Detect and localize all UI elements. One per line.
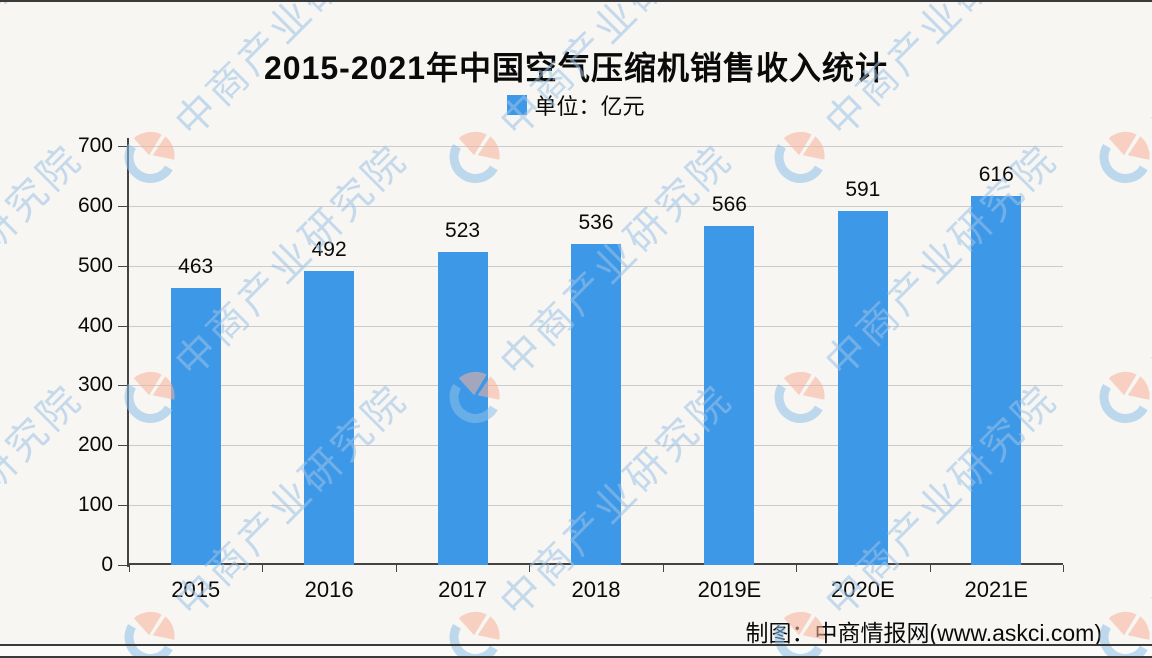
x-tick-mark-6 — [929, 565, 931, 572]
bar-2017 — [437, 252, 488, 565]
y-tick-label-400: 400 — [77, 313, 113, 337]
y-tick-mark-600 — [118, 205, 127, 207]
y-tick-label-500: 500 — [77, 253, 113, 277]
watermark-text: 中商产业研究院 — [1142, 136, 1152, 386]
watermark-text: 中商产业研究院 — [1142, 376, 1152, 626]
bar-2021E — [971, 196, 1022, 565]
askci-logo-icon — [1098, 371, 1152, 425]
x-category-label-2015: 2015 — [171, 577, 221, 602]
plot-area: 0 100 200 300 400 500 600 700 463 2015 492 2016 523 2… — [78, 134, 1064, 602]
credit-text: 制图：中商情报网(www.askci.com) — [745, 620, 1102, 646]
y-tick-label-700: 700 — [77, 134, 113, 157]
bar-value-label-2016: 492 — [311, 238, 347, 261]
bar-value-label-2020E: 591 — [845, 178, 881, 201]
x-tick-mark-2 — [395, 565, 397, 572]
y-tick-mark-700 — [118, 146, 127, 147]
x-tick-mark-5 — [796, 565, 798, 572]
x-category-label-2021E: 2021E — [964, 577, 1029, 602]
y-tick-mark-200 — [118, 445, 127, 447]
gridline-600 — [129, 205, 1063, 207]
y-axis-line — [127, 138, 129, 567]
y-tick-label-300: 300 — [77, 373, 113, 397]
bar-2018 — [571, 244, 621, 565]
x-category-label-2018: 2018 — [571, 577, 621, 602]
y-tick-mark-300 — [118, 385, 127, 387]
bar-2020E — [837, 211, 888, 565]
y-tick-mark-0 — [118, 565, 127, 566]
x-category-label-2016: 2016 — [304, 577, 354, 602]
chart-title: 2015-2021年中国空气压缩机销售收入统计 — [263, 50, 889, 87]
legend-swatch — [507, 95, 528, 115]
legend: 单位：亿元 — [0, 89, 1152, 121]
y-tick-label-200: 200 — [77, 433, 113, 457]
frame-border-bottom-edge — [0, 656, 1152, 658]
frame-bottom-strip — [0, 646, 1152, 656]
x-tick-mark-1 — [262, 565, 264, 572]
legend-label: 单位：亿元 — [534, 94, 645, 119]
y-tick-label-100: 100 — [77, 493, 113, 517]
frame-border-top — [0, 0, 1152, 2]
x-tick-mark-4 — [662, 565, 664, 572]
y-tick-label-0: 0 — [101, 553, 113, 576]
y-tick-mark-400 — [118, 325, 127, 327]
gridline-700 — [129, 146, 1063, 147]
bar-value-label-2017: 523 — [445, 219, 481, 242]
bar-2016 — [304, 271, 355, 565]
x-tick-mark-3 — [529, 565, 531, 572]
x-category-label-2019E: 2019E — [697, 577, 762, 602]
y-tick-mark-500 — [118, 265, 127, 267]
y-tick-mark-100 — [118, 505, 127, 507]
y-tick-label-600: 600 — [77, 193, 113, 217]
bar-value-label-2015: 463 — [178, 255, 214, 278]
bar-2019E — [704, 226, 755, 565]
bar-value-label-2021E: 616 — [978, 163, 1014, 186]
x-tick-mark-0 — [129, 565, 130, 572]
askci-logo-icon — [1098, 131, 1152, 185]
frame-border-bottom — [0, 644, 1152, 646]
x-tick-mark-7 — [1063, 565, 1064, 572]
x-category-label-2020E: 2020E — [831, 577, 895, 602]
bar-value-label-2019E: 566 — [711, 193, 747, 216]
bar-value-label-2018: 536 — [578, 211, 614, 234]
bar-2015 — [170, 288, 221, 565]
x-category-label-2017: 2017 — [438, 577, 488, 602]
